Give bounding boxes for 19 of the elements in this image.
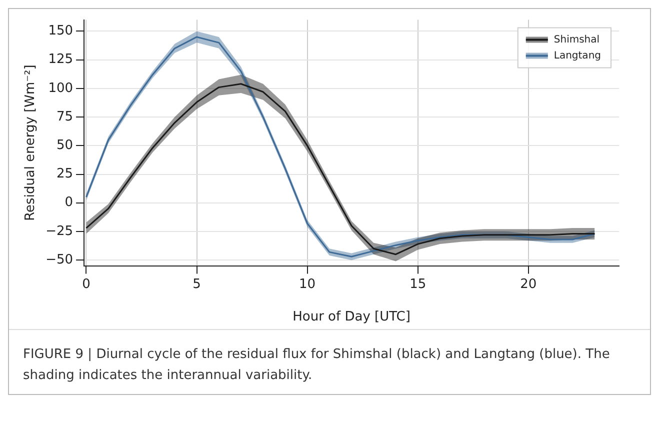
legend-label: Shimshal [554,34,600,46]
y-tick-label: 150 [48,24,74,39]
y-tick-label: −25 [46,224,74,239]
legend-label: Langtang [554,50,602,62]
y-tick-label: −50 [46,252,74,268]
y-tick-label: 25 [56,166,74,182]
y-tick-label: 75 [56,109,74,124]
x-tick-label: 20 [520,276,537,292]
caption: FIGURE 9 | Diurnal cycle of the residual flux for Shimshal (black) and Langtang (blue). The shading indicates the interannual variability. [9,329,650,394]
x-tick-label: 10 [299,276,316,292]
y-tick-label: 0 [64,195,74,210]
x-tick-label: 0 [82,276,90,292]
x-tick-label: 15 [410,276,426,292]
y-axis-title: Residual energy [Wm⁻²] [23,64,38,221]
y-tick-label: 50 [56,138,74,154]
y-tick-label: 125 [48,52,74,68]
x-axis-title: Hour of Day [UTC] [292,310,410,325]
x-tick-label: 5 [192,276,201,292]
y-tick-label: 100 [48,80,74,96]
